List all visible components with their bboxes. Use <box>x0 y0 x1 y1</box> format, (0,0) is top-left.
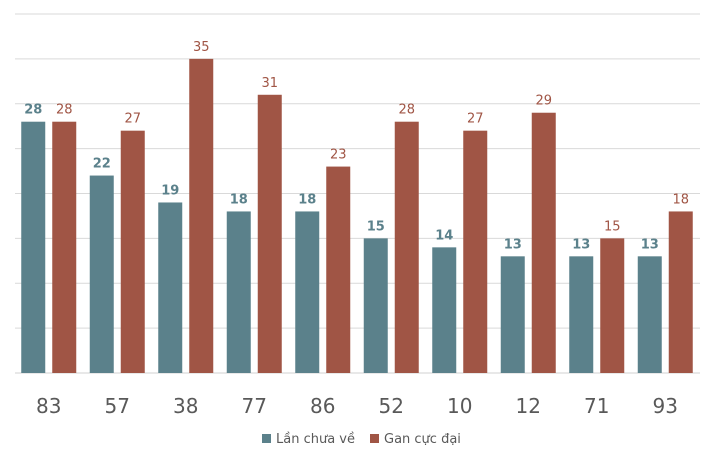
bar-gan-cuc-dai <box>326 166 351 373</box>
data-label: 28 <box>56 103 73 118</box>
bar-gan-cuc-dai <box>600 238 625 373</box>
x-tick-label: 38 <box>173 394 198 418</box>
x-tick-label: 12 <box>516 394 541 418</box>
data-label: 14 <box>435 228 453 243</box>
bar-lan-chua-ve <box>569 256 594 373</box>
bar-lan-chua-ve <box>432 247 457 373</box>
data-label: 19 <box>161 183 179 198</box>
data-label: 13 <box>641 237 659 252</box>
x-tick-label: 83 <box>36 394 61 418</box>
bar-gan-cuc-dai <box>257 94 282 374</box>
data-label: 29 <box>535 94 552 109</box>
data-label: 22 <box>93 157 111 172</box>
bar-gan-cuc-dai <box>668 211 693 373</box>
bar-gan-cuc-dai <box>189 58 214 373</box>
data-label: 15 <box>604 219 621 234</box>
legend-swatch <box>262 434 271 443</box>
bar-lan-chua-ve <box>158 202 183 373</box>
bar-gan-cuc-dai <box>120 130 145 373</box>
data-label: 18 <box>298 192 316 207</box>
bar-lan-chua-ve <box>637 256 662 373</box>
x-tick-label: 93 <box>653 394 678 418</box>
data-label: 27 <box>124 112 141 127</box>
bar-lan-chua-ve <box>89 175 114 373</box>
bar-gan-cuc-dai <box>394 121 419 373</box>
bar-gan-cuc-dai <box>52 121 77 373</box>
bar-gan-cuc-dai <box>463 130 488 373</box>
legend-swatch <box>370 434 379 443</box>
x-tick-label: 52 <box>379 394 404 418</box>
bar-gan-cuc-dai <box>531 112 556 373</box>
data-label: 28 <box>24 103 42 118</box>
data-label: 23 <box>330 148 347 163</box>
data-label: 13 <box>504 237 522 252</box>
legend-label: Lần chưa về <box>276 432 355 447</box>
bar-lan-chua-ve <box>21 121 46 373</box>
bar-lan-chua-ve <box>295 211 320 373</box>
x-tick-label: 10 <box>447 394 472 418</box>
data-label: 13 <box>572 237 590 252</box>
legend-label: Gan cực đại <box>384 432 461 447</box>
data-label: 18 <box>672 192 689 207</box>
x-tick-label: 71 <box>584 394 609 418</box>
x-tick-label: 57 <box>105 394 130 418</box>
bar-lan-chua-ve <box>500 256 525 373</box>
data-label: 15 <box>367 219 385 234</box>
data-label: 31 <box>261 76 278 91</box>
data-label: 18 <box>230 192 248 207</box>
bar-lan-chua-ve <box>363 238 388 373</box>
data-label: 35 <box>193 40 210 55</box>
x-tick-label: 86 <box>310 394 335 418</box>
data-label: 28 <box>398 103 415 118</box>
bar-lan-chua-ve <box>226 211 251 373</box>
x-tick-label: 77 <box>242 394 267 418</box>
data-label: 27 <box>467 112 484 127</box>
